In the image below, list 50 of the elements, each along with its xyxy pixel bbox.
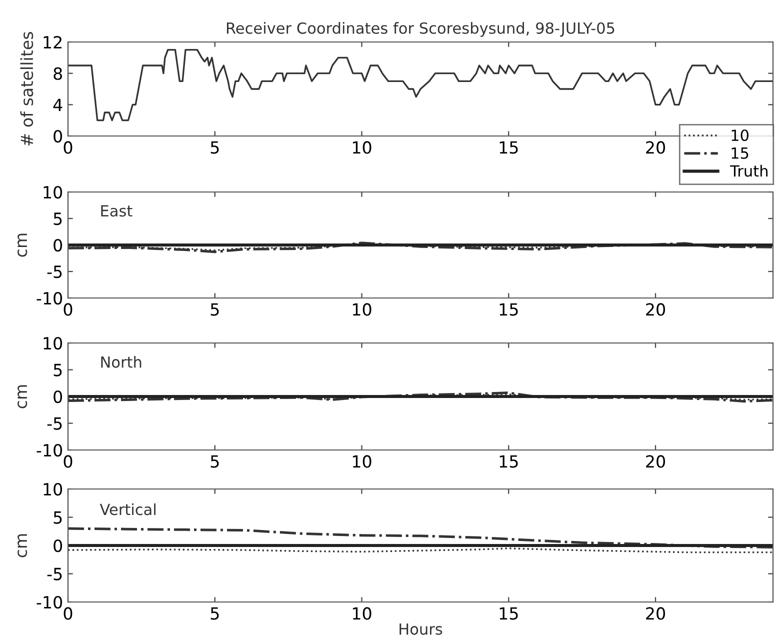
annotation: North — [101, 356, 142, 368]
x-tick-label: 20 — [646, 303, 665, 316]
y-tick-label: 5 — [54, 212, 62, 226]
x-tick-label: 10 — [352, 607, 372, 620]
y-tick-label: -10 — [36, 596, 62, 609]
x-tick-label: 5 — [210, 607, 219, 620]
y-tick-label: 5 — [54, 364, 62, 376]
x-tick-label: 0 — [64, 455, 72, 468]
annotation: East — [101, 205, 132, 217]
x-tick-label: 10 — [352, 141, 372, 154]
y-tick-label: -5 — [47, 266, 62, 278]
x-tick-label: 0 — [64, 303, 72, 316]
y-tick-label: 10 — [44, 482, 62, 496]
chart-title: Receiver Coordinates for Scoresbysund, 98-JULY-05 — [226, 22, 614, 37]
y-tick-label: 5 — [54, 511, 62, 524]
x-tick-label: 15 — [500, 303, 518, 316]
y-tick-label: 0 — [54, 539, 62, 552]
y-tick-label: 10 — [44, 336, 62, 350]
y-tick-label: 0 — [54, 130, 62, 143]
x-tick-label: 5 — [210, 303, 219, 316]
x-tick-label: 15 — [500, 141, 518, 154]
legend-label: Truth — [730, 164, 768, 177]
y-axis-title: cm — [18, 534, 28, 558]
y-tick-label: 0 — [54, 390, 62, 404]
x-tick-label: 5 — [210, 141, 219, 154]
y-tick-label: -5 — [47, 417, 62, 430]
y-axis-title: # of satellites — [20, 32, 34, 146]
y-tick-label: -10 — [36, 444, 62, 457]
x-tick-label: 20 — [646, 141, 665, 154]
y-axis-title: cm — [18, 385, 28, 408]
x-tick-label: 20 — [646, 607, 665, 620]
x-tick-label: 0 — [64, 141, 72, 154]
x-tick-label: 10 — [352, 455, 372, 468]
x-tick-label: 20 — [646, 455, 665, 468]
x-tick-label: 0 — [64, 607, 72, 620]
x-tick-label: 15 — [500, 455, 518, 468]
x-axis-title: Hours — [400, 623, 442, 635]
x-tick-label: 15 — [500, 607, 518, 620]
y-tick-label: -10 — [36, 292, 62, 305]
y-tick-label: 8 — [54, 67, 62, 80]
y-tick-label: 10 — [44, 186, 62, 199]
y-tick-label: 12 — [44, 36, 62, 48]
legend-label: 10 — [732, 129, 748, 142]
y-tick-label: -5 — [47, 568, 62, 580]
y-tick-label: 0 — [54, 238, 62, 252]
annotation: Vertical — [100, 503, 156, 516]
y-tick-label: 4 — [53, 98, 62, 111]
x-tick-label: 10 — [352, 303, 372, 316]
x-tick-label: 5 — [210, 455, 219, 468]
y-axis-title: cm — [18, 234, 28, 257]
